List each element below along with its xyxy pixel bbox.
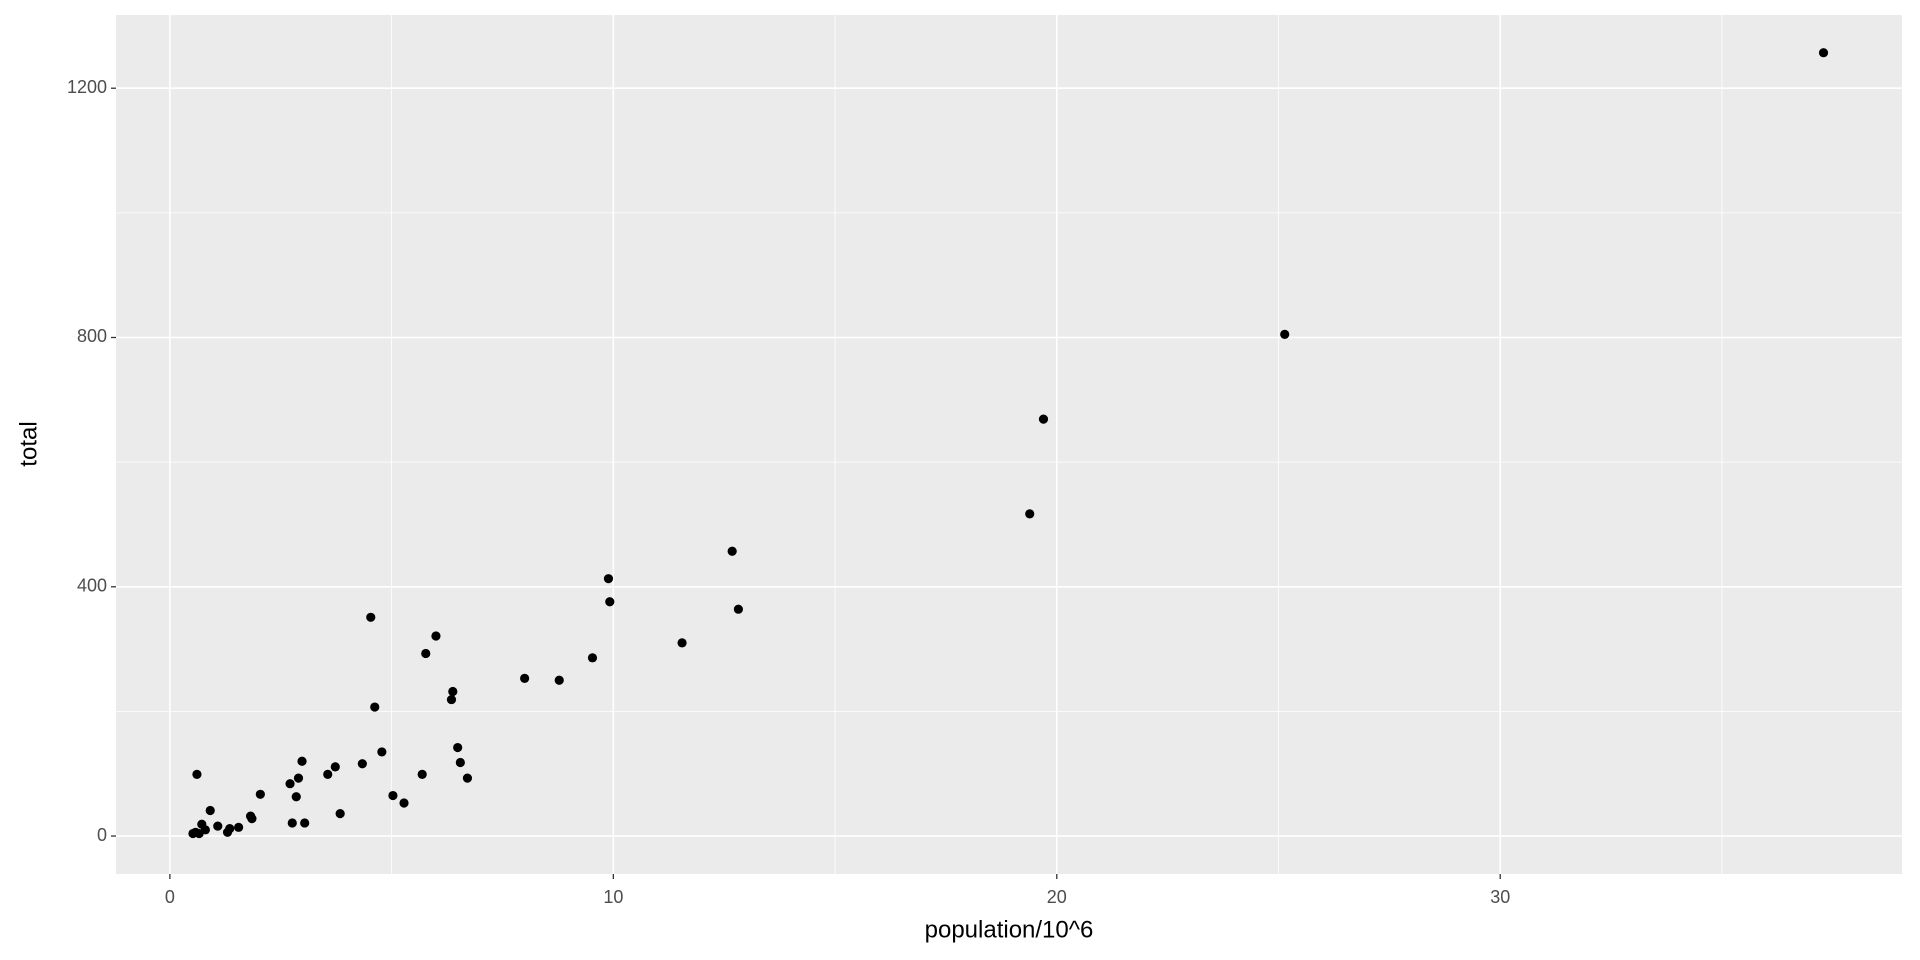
point <box>421 648 431 659</box>
point <box>554 675 564 685</box>
point <box>388 790 398 801</box>
point <box>1038 414 1049 424</box>
point <box>205 805 215 816</box>
y-tick-label: 0 <box>97 825 107 845</box>
point <box>323 769 333 779</box>
point <box>222 827 233 837</box>
point <box>285 779 295 789</box>
point <box>587 653 598 663</box>
point <box>297 756 307 766</box>
panel <box>116 15 1902 874</box>
point <box>605 597 615 607</box>
point <box>520 673 530 683</box>
point <box>727 546 737 556</box>
point <box>188 828 198 839</box>
point <box>192 769 202 779</box>
grid <box>116 15 1902 874</box>
point <box>1280 329 1290 339</box>
point <box>677 638 687 648</box>
point <box>357 759 367 769</box>
point <box>733 604 743 614</box>
x-tick-label: 30 <box>1490 887 1510 907</box>
point <box>455 757 465 768</box>
point <box>335 809 345 819</box>
point <box>399 798 409 808</box>
point <box>431 631 441 641</box>
point <box>370 702 380 712</box>
point <box>377 747 387 757</box>
x-tick-label: 0 <box>165 887 175 907</box>
y-axis-title: total <box>15 421 42 466</box>
x-axis-title: population/10^6 <box>925 916 1094 943</box>
point <box>287 818 297 828</box>
point <box>448 686 458 697</box>
point <box>446 694 457 705</box>
point <box>330 762 340 772</box>
y-tick-label: 400 <box>77 576 107 596</box>
point <box>234 822 244 832</box>
point <box>453 742 463 753</box>
y-tick-label: 1200 <box>67 77 107 97</box>
point <box>1025 509 1035 519</box>
point <box>366 612 376 622</box>
x-tick-label: 10 <box>603 887 623 907</box>
point <box>417 769 427 779</box>
point <box>247 813 257 824</box>
y-tick-label: 800 <box>77 326 107 346</box>
point <box>255 789 265 799</box>
point <box>293 773 304 783</box>
point <box>1818 48 1829 58</box>
point <box>300 818 310 828</box>
point <box>291 792 301 802</box>
point <box>213 821 223 831</box>
points <box>188 48 1829 839</box>
point <box>603 574 614 584</box>
point <box>462 773 473 783</box>
x-tick-label: 20 <box>1047 887 1067 907</box>
